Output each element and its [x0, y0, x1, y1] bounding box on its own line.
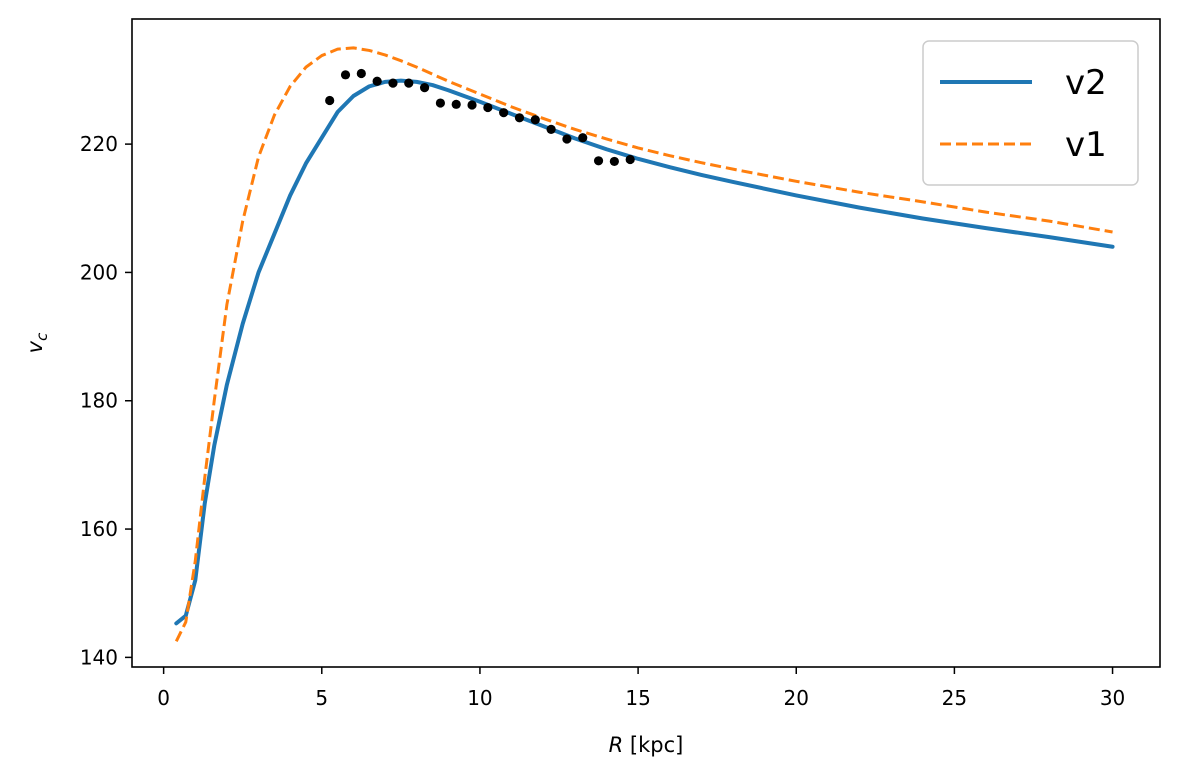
data-point-19: [609, 156, 619, 167]
data-point-13: [514, 113, 525, 123]
x-tick-label-0: 0: [157, 686, 170, 710]
data-point-12: [499, 108, 509, 118]
legend-box: [922, 40, 1139, 186]
axes-layer: 0 5 10 15 20 25 30 140 160 180 200 220 R [kpc] vc: [23, 18, 1161, 757]
axes-frame: [131, 18, 1161, 668]
data-point-18: [593, 156, 604, 166]
y-tick-label-220: 220: [80, 132, 118, 156]
y-axis-label-subscript: c: [33, 332, 51, 341]
data-point-20: [625, 154, 635, 165]
data-point-1: [325, 95, 335, 106]
data-point-6: [404, 78, 414, 88]
data-point-2: [340, 70, 351, 80]
y-axis-label: vc: [23, 332, 51, 353]
y-axis-label-symbol: v: [23, 340, 47, 353]
data-point-8: [435, 98, 445, 108]
x-tick-label-5: 5: [315, 686, 328, 710]
y-tick-label-160: 160: [80, 517, 118, 541]
data-point-3: [356, 68, 366, 79]
y-tick-label-200: 200: [80, 260, 118, 284]
legend-layer: v2 v1: [922, 40, 1139, 186]
series-line-v2: [174, 78, 1115, 626]
data-point-17: [578, 133, 588, 143]
x-axis-label: R [kpc]: [609, 733, 684, 757]
series-line-v1: [174, 46, 1113, 643]
data-point-9: [451, 99, 461, 109]
data-point-4: [372, 76, 382, 86]
data-point-5: [388, 78, 398, 88]
legend-label-v1: v1: [1065, 125, 1107, 165]
data-point-7: [419, 83, 430, 93]
legend-label-v2: v2: [1065, 63, 1107, 103]
x-tick-label-15: 15: [625, 686, 650, 710]
x-axis-label-unit: [kpc]: [623, 733, 683, 757]
data-point-14: [530, 115, 540, 125]
data-point-10: [467, 100, 477, 110]
data-point-11: [483, 102, 493, 113]
y-tick-label-140: 140: [80, 645, 118, 669]
x-tick-label-30: 30: [1100, 686, 1125, 710]
y-tick-label-180: 180: [80, 389, 118, 413]
x-tick-label-25: 25: [942, 686, 967, 710]
x-axis-label-symbol: R: [609, 733, 624, 757]
x-tick-label-20: 20: [784, 686, 809, 710]
x-tick-label-10: 10: [467, 686, 492, 710]
data-point-16: [562, 134, 572, 144]
data-point-15: [546, 124, 556, 134]
